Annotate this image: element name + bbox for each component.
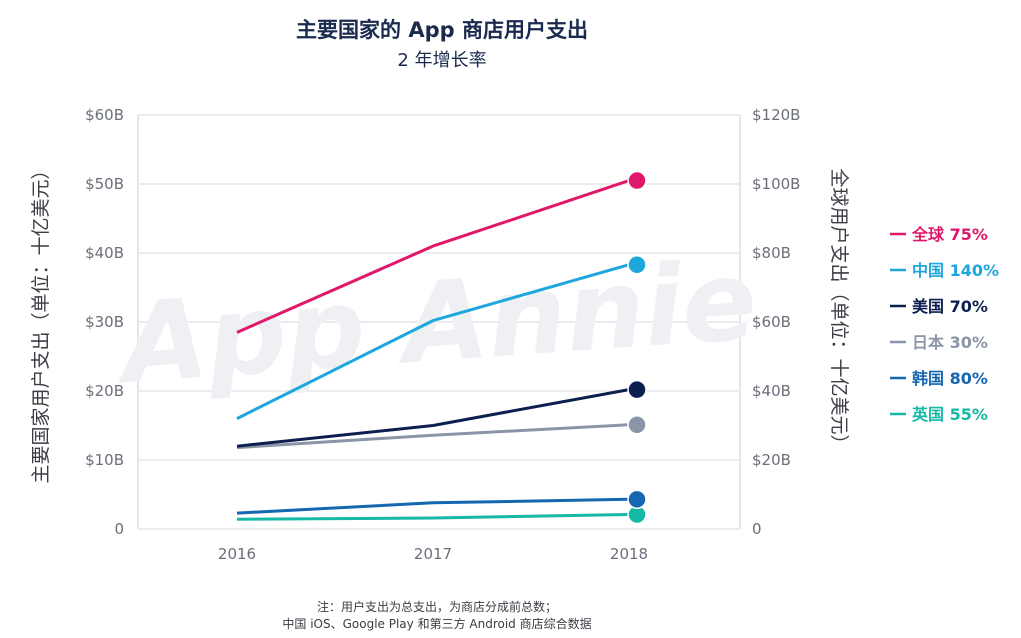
series-line [236,263,630,420]
series-end-marker [627,379,647,400]
legend-label: 日本 30% [912,333,988,352]
legend-label: 美国 70% [912,297,988,316]
footnote-line-2: 中国 iOS、Google Play 和第三方 Android 商店综合数据 [282,616,591,631]
x-tick-label: 2016 [218,545,256,563]
series-end-marker [627,254,647,275]
gridlines [138,114,740,530]
right-tick-label: $100B [752,175,800,193]
series-end-marker [627,170,647,191]
footnote-line-1: 注：用户支出为总支出，为商店分成前总数； [317,599,557,614]
left-tick-label: $50B [85,175,124,193]
series-line [236,423,630,450]
left-tick-label: $40B [85,244,124,262]
right-tick-label: 0 [752,520,762,538]
right-tick-label: $80B [752,244,791,262]
x-axis-ticks: 2016 2017 2018 [218,545,648,563]
legend-label: 全球 75% [911,225,988,244]
left-tick-label: 0 [114,520,124,538]
right-tick-label: $60B [752,313,791,331]
series-line [236,513,630,521]
chart-title: 主要国家的 App 商店用户支出 [296,18,588,42]
series-line [236,388,630,448]
series-end-marker [627,489,647,510]
right-axis-ticks: 0 $20B $40B $60B $80B $100B $120B [752,106,800,538]
right-tick-label: $120B [752,106,800,124]
series-end-marker [627,415,647,435]
left-tick-label: $30B [85,313,124,331]
watermark: App Annie [110,236,760,409]
left-tick-label: $60B [85,106,124,124]
legend-label: 英国 55% [911,405,988,424]
chart-subtitle: 2 年增长率 [397,50,486,71]
series-line [236,179,630,334]
left-axis-title: 主要国家用户支出（单位：十亿美元） [30,160,52,483]
x-tick-label: 2018 [610,545,648,563]
legend-label: 中国 140% [912,261,999,280]
right-axis-title: 全球用户支出（单位：十亿美元） [828,168,850,453]
left-tick-label: $10B [85,451,124,469]
x-tick-label: 2017 [414,545,452,563]
right-tick-label: $20B [752,451,791,469]
left-tick-label: $20B [85,382,124,400]
series-line [236,497,630,515]
right-tick-label: $40B [752,382,791,400]
legend: 全球 75% 中国 140% 美国 70% 日本 30% 韩国 80% 英国 55% [890,225,999,424]
plot-frame [137,115,741,529]
left-axis-ticks: 0 $10B $20B $30B $40B $50B $60B [85,106,124,538]
legend-label: 韩国 80% [912,369,988,388]
series-lines [236,170,647,525]
